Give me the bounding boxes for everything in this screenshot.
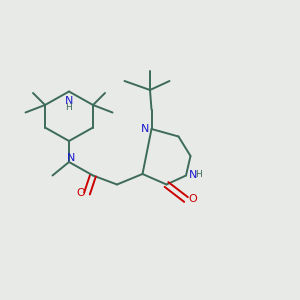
Text: O: O bbox=[188, 194, 197, 205]
Text: N: N bbox=[65, 95, 73, 106]
Text: O: O bbox=[76, 188, 85, 199]
Text: N: N bbox=[189, 170, 198, 180]
Text: N: N bbox=[67, 153, 76, 164]
Text: N: N bbox=[141, 124, 149, 134]
Text: H: H bbox=[66, 103, 72, 112]
Text: H: H bbox=[195, 170, 202, 179]
